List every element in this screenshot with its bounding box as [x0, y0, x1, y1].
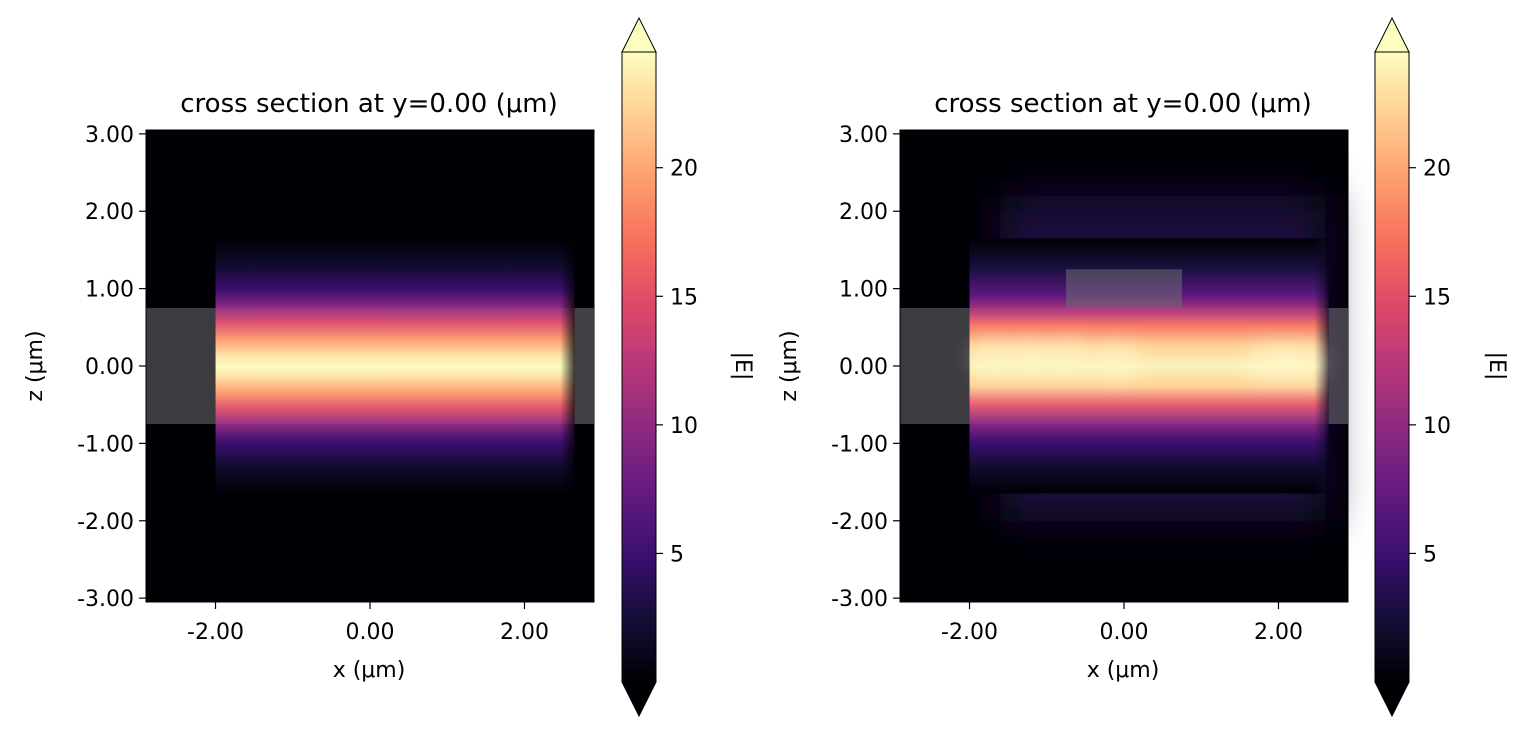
x-axis-label-left: x (μm) — [333, 658, 406, 683]
y-tick-label: -1.00 — [831, 432, 888, 457]
colorbar-extend-top-left — [621, 16, 657, 53]
field-hotspot — [1279, 344, 1324, 381]
colorbar-tick-label: 15 — [670, 285, 698, 310]
colorbar-ticks-right: 5 10 15 20 — [1409, 157, 1451, 567]
colorbar-left: 5 10 15 20 |E| — [621, 16, 755, 718]
plot-area-right — [899, 129, 1349, 603]
field-hotspots-right — [970, 340, 1324, 381]
x-axis-label-right: x (μm) — [1087, 658, 1160, 683]
y-tick-label: 3.00 — [839, 123, 888, 148]
field-hotspot — [970, 340, 1015, 377]
x-tick-label: 2.00 — [500, 620, 549, 645]
y-tick-label: 3.00 — [85, 123, 134, 148]
colorbar-gradient-left — [622, 52, 656, 682]
plot-area-left — [145, 129, 595, 603]
x-tick-label: 2.00 — [1254, 620, 1303, 645]
y-tick-label: -2.00 — [77, 510, 134, 535]
waveguide-structure-right — [900, 307, 970, 425]
field-hotspot — [1009, 340, 1054, 377]
colorbar-tick-label: 20 — [1423, 157, 1451, 182]
y-tick-label: 0.00 — [839, 355, 888, 380]
y-tick-label: 1.00 — [839, 278, 888, 303]
y-axis-left: 3.00 2.00 1.00 0.00 -1.00 -2.00 -3.00 — [77, 123, 146, 612]
waveguide-structure-left — [146, 307, 216, 425]
y-tick-label: 1.00 — [85, 278, 134, 303]
field-hotspot — [1248, 344, 1293, 381]
y-tick-label: 2.00 — [85, 200, 134, 225]
colorbar-tick-label: 5 — [670, 542, 684, 567]
y-tick-label: 2.00 — [839, 200, 888, 225]
x-tick-label: -2.00 — [941, 620, 998, 645]
colorbar-ticks-left: 5 10 15 20 — [656, 157, 698, 567]
field-hotspot — [1094, 344, 1139, 381]
y-axis-label-right: z (μm) — [777, 330, 802, 401]
y-tick-label: -2.00 — [831, 510, 888, 535]
field-hotspot — [1047, 340, 1092, 377]
colorbar-tick-label: 10 — [1423, 414, 1451, 439]
colorbar-label-left: |E| — [730, 352, 755, 381]
x-axis-left: -2.00 0.00 2.00 — [187, 602, 549, 645]
waveguide-overlay — [969, 307, 1348, 425]
colorbar-frame-left — [621, 51, 657, 683]
colorbar-extend-top-right — [1374, 16, 1410, 53]
colorbar-extend-bottom-right — [1374, 681, 1410, 718]
waveguide-structure-end — [1328, 307, 1348, 425]
colorbar-frame-right — [1374, 51, 1410, 683]
ridge-structure-right — [1066, 269, 1182, 308]
x-tick-label: 0.00 — [346, 620, 395, 645]
y-tick-label: -1.00 — [77, 432, 134, 457]
field-mode-left — [215, 238, 575, 494]
colorbar-tick-label: 5 — [1423, 542, 1437, 567]
colorbar-gradient-right — [1375, 52, 1409, 682]
plot-title-right: cross section at y=0.00 (μm) — [934, 89, 1311, 119]
y-axis-right: 3.00 2.00 1.00 0.00 -1.00 -2.00 -3.00 — [831, 123, 900, 612]
y-tick-label: -3.00 — [831, 587, 888, 612]
colorbar-extend-bottom-left — [621, 681, 657, 718]
y-tick-label: 0.00 — [85, 355, 134, 380]
x-tick-label: -2.00 — [187, 620, 244, 645]
x-tick-label: 0.00 — [1100, 620, 1149, 645]
y-tick-label: -3.00 — [77, 587, 134, 612]
y-axis-label-left: z (μm) — [23, 330, 48, 401]
panel-right: cross section at y=0.00 (μm) 3.00 2.00 1.0… — [777, 16, 1509, 718]
colorbar-right: 5 10 15 20 |E| — [1374, 16, 1509, 718]
colorbar-tick-label: 20 — [670, 157, 698, 182]
panel-left: cross section at y=0.00 (μm) 3.00 2.00 1.0… — [23, 16, 755, 718]
colorbar-tick-label: 15 — [1423, 285, 1451, 310]
waveguide-structure-end — [574, 307, 594, 425]
colorbar-label-right: |E| — [1484, 352, 1509, 381]
colorbar-tick-label: 10 — [670, 414, 698, 439]
waveguide-overlay — [215, 307, 594, 425]
plot-title-left: cross section at y=0.00 (μm) — [180, 89, 557, 119]
x-axis-right: -2.00 0.00 2.00 — [941, 602, 1303, 645]
